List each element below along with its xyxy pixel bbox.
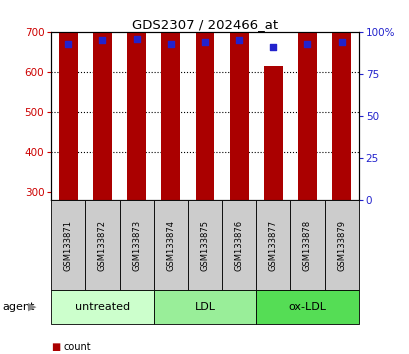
- Point: [303, 41, 310, 46]
- Text: GSM133874: GSM133874: [166, 219, 175, 271]
- Bar: [93, 0, 112, 200]
- Bar: [297, 136, 316, 312]
- Bar: [59, 20, 78, 200]
- Text: GSM133879: GSM133879: [336, 219, 345, 271]
- Bar: [161, 20, 180, 200]
- Point: [337, 39, 344, 45]
- Bar: [229, 86, 248, 312]
- Bar: [195, 108, 214, 312]
- Text: count: count: [63, 342, 91, 352]
- Bar: [263, 178, 282, 312]
- Point: [167, 41, 174, 46]
- Point: [235, 38, 242, 43]
- Point: [201, 39, 208, 45]
- Point: [133, 36, 139, 41]
- Bar: [331, 104, 350, 312]
- Title: GDS2307 / 202466_at: GDS2307 / 202466_at: [132, 18, 277, 31]
- Text: untreated: untreated: [75, 302, 130, 312]
- Text: agent: agent: [2, 302, 34, 312]
- Text: GSM133875: GSM133875: [200, 219, 209, 271]
- Text: GSM133871: GSM133871: [64, 219, 73, 271]
- Text: GSM133872: GSM133872: [98, 219, 107, 271]
- Text: ox-LDL: ox-LDL: [288, 302, 326, 312]
- Text: ■: ■: [51, 342, 61, 352]
- Bar: [127, 0, 146, 200]
- Bar: [93, 94, 112, 312]
- Point: [65, 41, 72, 46]
- Point: [270, 44, 276, 50]
- Bar: [127, 71, 146, 312]
- Text: ▶: ▶: [28, 302, 36, 312]
- Point: [99, 38, 106, 43]
- Bar: [195, 0, 214, 200]
- Text: GSM133876: GSM133876: [234, 219, 243, 271]
- Bar: [59, 132, 78, 312]
- Text: LDL: LDL: [194, 302, 215, 312]
- Bar: [161, 132, 180, 312]
- Bar: [297, 24, 316, 200]
- Text: GSM133877: GSM133877: [268, 219, 277, 271]
- Text: GSM133873: GSM133873: [132, 219, 141, 271]
- Bar: [263, 66, 282, 200]
- Bar: [331, 0, 350, 200]
- Text: GSM133878: GSM133878: [302, 219, 311, 271]
- Bar: [229, 0, 248, 200]
